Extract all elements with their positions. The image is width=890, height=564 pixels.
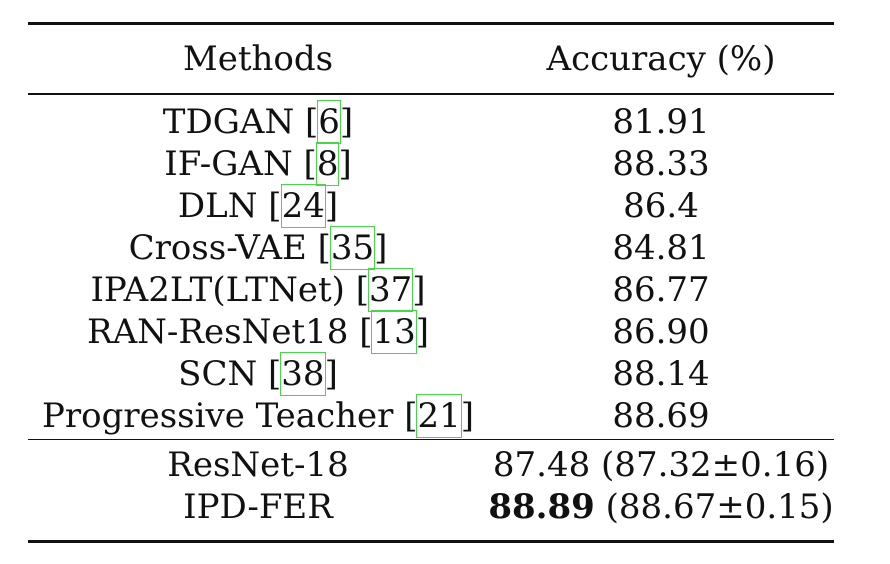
- citation-link[interactable]: 6: [317, 99, 341, 144]
- method-name: Progressive Teacher: [42, 395, 405, 436]
- header-methods: Methods: [182, 39, 334, 79]
- table-row: Cross-VAE [35] 84.81: [28, 225, 834, 270]
- cite-bracket-open: [: [359, 311, 373, 352]
- cite-bracket-open: [: [268, 353, 282, 394]
- method-name: DLN: [177, 185, 269, 226]
- accuracy-value: 88.69: [612, 395, 710, 436]
- proposed-rows: ResNet-18 87.48 (87.32±0.16) IPD-FER 88.…: [28, 440, 834, 540]
- table-row: TDGAN [6] 81.91: [28, 99, 834, 144]
- table-row: IPA2LT(LTNet) [37] 86.77: [28, 267, 834, 312]
- cite-bracket-open: [: [303, 143, 317, 184]
- results-table: Methods Accuracy (%) TDGAN [6] 81.91 IF-…: [28, 22, 834, 544]
- table-row: IF-GAN [8] 88.33: [28, 141, 834, 186]
- cite-bracket-close: ]: [324, 353, 338, 394]
- method-name: IPD-FER: [183, 487, 333, 528]
- method-name: ResNet-18: [167, 445, 349, 486]
- citation-link[interactable]: 21: [416, 393, 462, 438]
- cite-bracket-open: [: [355, 269, 369, 310]
- cite-bracket-open: [: [404, 395, 418, 436]
- cite-bracket-close: ]: [324, 185, 339, 226]
- citation-link[interactable]: 35: [329, 225, 376, 270]
- cite-bracket-close: ]: [415, 311, 429, 352]
- citation-link[interactable]: 37: [367, 267, 414, 312]
- table-row: RAN-ResNet18 [13] 86.90: [28, 309, 834, 354]
- accuracy-value: 86.90: [612, 311, 710, 352]
- method-name: TDGAN: [162, 101, 306, 142]
- mid-rule: [28, 438, 834, 441]
- method-name: RAN-ResNet18: [87, 311, 360, 352]
- cite-bracket-close: ]: [374, 227, 388, 268]
- accuracy-value: 84.81: [612, 227, 710, 268]
- header-row: Methods Accuracy (%): [28, 25, 834, 93]
- table-row: SCN [38] 88.14: [28, 351, 834, 396]
- table-row: Progressive Teacher [21] 88.69: [28, 393, 834, 438]
- cite-bracket-open: [: [268, 185, 282, 226]
- accuracy-value: 86.4: [623, 185, 699, 226]
- citation-link[interactable]: 8: [315, 141, 340, 186]
- accuracy-value: 88.33: [612, 143, 710, 184]
- accuracy-value: 87.48: [492, 445, 591, 486]
- cite-bracket-open: [: [305, 101, 319, 142]
- bottom-rule: [28, 540, 834, 544]
- table-row: ResNet-18 87.48 (87.32±0.16): [28, 444, 834, 486]
- top-rule: [28, 22, 834, 25]
- method-name: SCN: [178, 353, 269, 394]
- accuracy-value: 88.14: [612, 353, 710, 394]
- accuracy-value: 81.91: [612, 101, 710, 142]
- citation-link[interactable]: 24: [280, 183, 326, 228]
- table-row: DLN [24] 86.4: [28, 183, 834, 228]
- citation-link[interactable]: 38: [280, 351, 326, 396]
- method-name: Cross-VAE: [128, 227, 318, 268]
- citation-link[interactable]: 13: [371, 309, 417, 354]
- cite-bracket-close: ]: [460, 395, 474, 436]
- cite-bracket-close: ]: [339, 101, 354, 142]
- method-name: IPA2LT(LTNet): [90, 269, 356, 310]
- comparison-rows: TDGAN [6] 81.91 IF-GAN [8] 88.33 DLN [24…: [28, 95, 834, 439]
- cite-bracket-close: ]: [338, 143, 352, 184]
- method-name: IF-GAN: [164, 143, 304, 184]
- best-accuracy-value: 88.89: [488, 487, 595, 528]
- table-row: IPD-FER 88.89 (88.67±0.15): [28, 486, 834, 528]
- cite-bracket-open: [: [317, 227, 331, 268]
- header-accuracy: Accuracy (%): [546, 39, 776, 79]
- accuracy-value: 86.77: [612, 269, 710, 310]
- accuracy-mean-std: (87.32±0.16): [590, 445, 830, 486]
- header-rule: [28, 93, 834, 95]
- accuracy-mean-std: (88.67±0.15): [594, 487, 834, 528]
- cite-bracket-close: ]: [412, 269, 426, 310]
